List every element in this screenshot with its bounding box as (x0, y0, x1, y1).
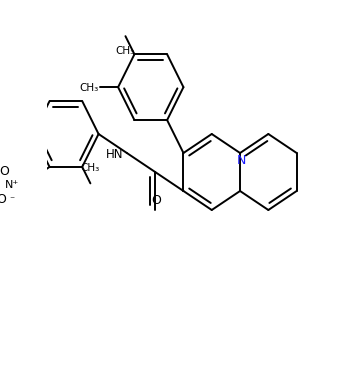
Text: O: O (0, 165, 9, 178)
Text: CH₃: CH₃ (81, 163, 100, 173)
Text: ⁻: ⁻ (9, 195, 14, 205)
Text: O: O (151, 194, 161, 208)
Text: CH₃: CH₃ (116, 46, 135, 56)
Text: O: O (0, 194, 6, 206)
Text: CH₃: CH₃ (79, 83, 98, 93)
Text: N: N (237, 154, 246, 168)
Text: N⁺: N⁺ (4, 180, 19, 190)
Text: HN: HN (106, 147, 123, 161)
